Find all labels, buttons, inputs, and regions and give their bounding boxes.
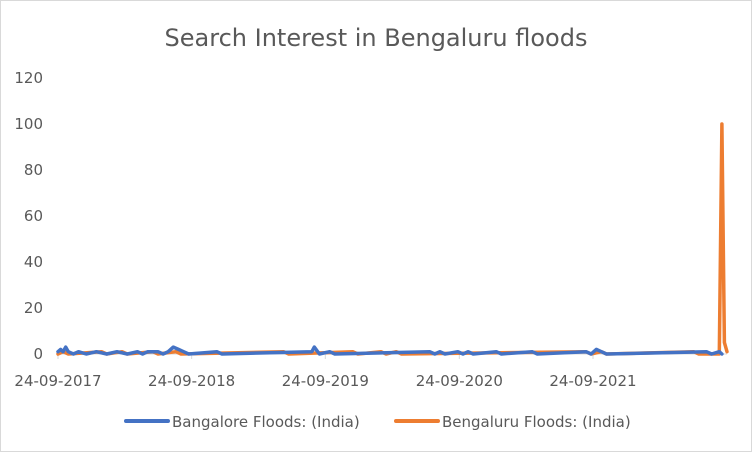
x-tick-label: 24-09-2017 (14, 372, 101, 390)
y-tick-label: 20 (24, 299, 43, 317)
legend-label: Bengaluru Floods: (India) (442, 413, 631, 431)
series-line-bangalore-floods (56, 345, 724, 356)
legend: Bangalore Floods: (India) Bengaluru Flood… (124, 413, 631, 431)
x-tick-label: 24-09-2020 (416, 372, 503, 390)
y-tick-label: 100 (14, 115, 43, 133)
y-axis: 0 20 40 60 80 100 120 (14, 69, 43, 363)
x-tick-label: 24-09-2021 (549, 372, 636, 390)
x-tick-label: 24-09-2018 (148, 372, 235, 390)
plot-area (56, 122, 729, 356)
x-axis: 24-09-2017 24-09-2018 24-09-2019 24-09-2020… (14, 354, 637, 390)
series-line-bengaluru-floods (56, 122, 729, 356)
y-tick-label: 40 (24, 253, 43, 271)
y-tick-label: 60 (24, 207, 43, 225)
y-tick-label: 0 (33, 345, 43, 363)
chart-title: Search Interest in Bengaluru floods (165, 24, 588, 52)
x-tick-label: 24-09-2019 (282, 372, 369, 390)
y-tick-label: 120 (14, 69, 43, 87)
y-tick-label: 80 (24, 161, 43, 179)
legend-label: Bangalore Floods: (India) (172, 413, 360, 431)
